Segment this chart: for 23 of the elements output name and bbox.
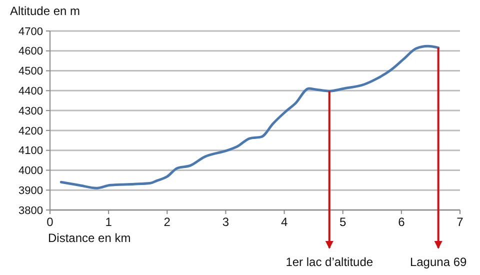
y-tick-label: 4600	[18, 46, 43, 58]
x-tick-label: 4	[280, 215, 288, 229]
y-tick-label: 3900	[18, 184, 43, 197]
x-tick-label: 3	[222, 215, 230, 229]
x-tick-label: 2	[164, 215, 171, 229]
ref-line-label: Laguna 69	[410, 255, 468, 269]
x-tick-label: 5	[340, 215, 347, 229]
y-tick-label: 4300	[18, 105, 43, 118]
x-tick-label: 6	[398, 215, 406, 229]
x-tick-label: 7	[456, 215, 464, 229]
y-axis-title: Altitude en m	[10, 4, 80, 18]
y-tick-label: 3800	[18, 204, 43, 217]
x-axis-title: Distance en km	[48, 231, 131, 245]
y-tick-label: 4400	[18, 86, 43, 98]
y-tick-label: 4100	[18, 145, 43, 158]
line-series	[60, 44, 440, 190]
x-tick-label: 0	[46, 215, 54, 229]
y-tick-label: 4000	[18, 165, 43, 178]
y-tick-label: 4700	[18, 26, 43, 38]
x-tick-label: 1	[105, 215, 112, 229]
y-tick-label: 4500	[18, 66, 43, 78]
y-tick-label: 4200	[18, 125, 43, 138]
ref-line-label: 1er lac d’altitude	[286, 255, 374, 269]
